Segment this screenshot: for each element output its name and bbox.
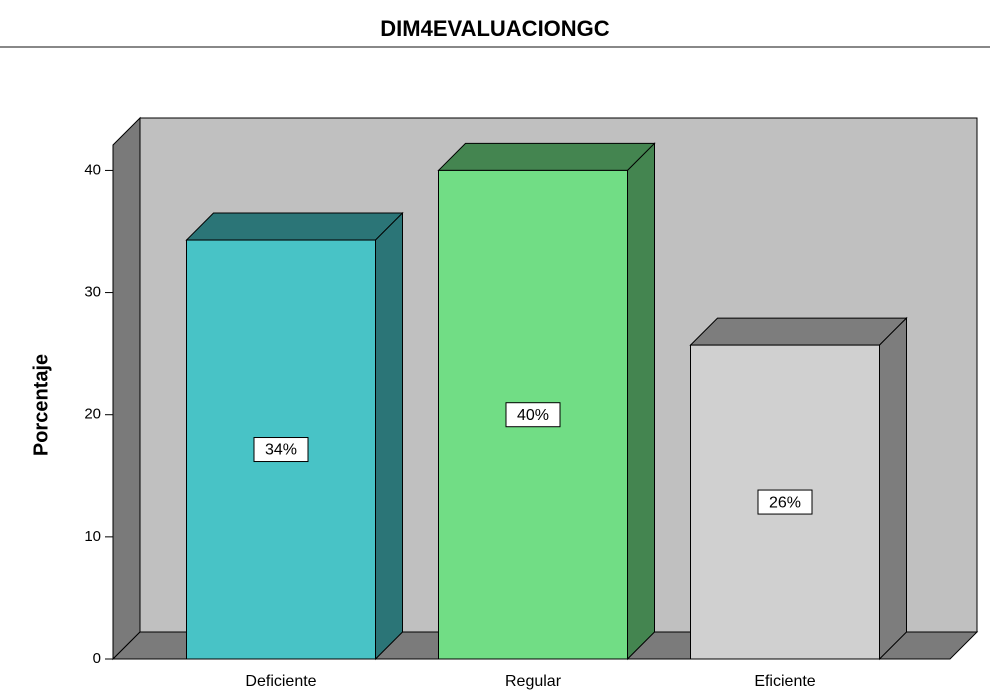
y-tick-label: 0 xyxy=(93,650,101,667)
x-tick-label: Deficiente xyxy=(245,673,316,690)
left-wall xyxy=(112,116,141,661)
value-label: 40% xyxy=(517,407,549,424)
bar-top xyxy=(689,317,908,346)
x-tick-label: Regular xyxy=(505,673,562,690)
y-tick-label: 30 xyxy=(84,284,101,301)
value-label: 34% xyxy=(265,442,297,459)
value-label: 26% xyxy=(769,494,801,511)
bar-side xyxy=(627,142,655,661)
value-label-box xyxy=(757,489,813,515)
bar-top xyxy=(185,212,404,241)
value-label-box xyxy=(505,402,561,428)
y-tick-label: 20 xyxy=(84,406,101,423)
bar-side xyxy=(375,211,403,661)
y-tick-label: 10 xyxy=(84,528,101,545)
y-axis-label: Porcentaje xyxy=(30,354,52,456)
y-tick-label: 40 xyxy=(84,161,101,178)
x-tick-label: Eficiente xyxy=(754,673,815,690)
chart-title: DIM4EVALUACIONGC xyxy=(380,16,609,41)
value-label-box xyxy=(253,437,309,463)
bar-top xyxy=(437,142,656,171)
bar-side xyxy=(879,316,907,661)
